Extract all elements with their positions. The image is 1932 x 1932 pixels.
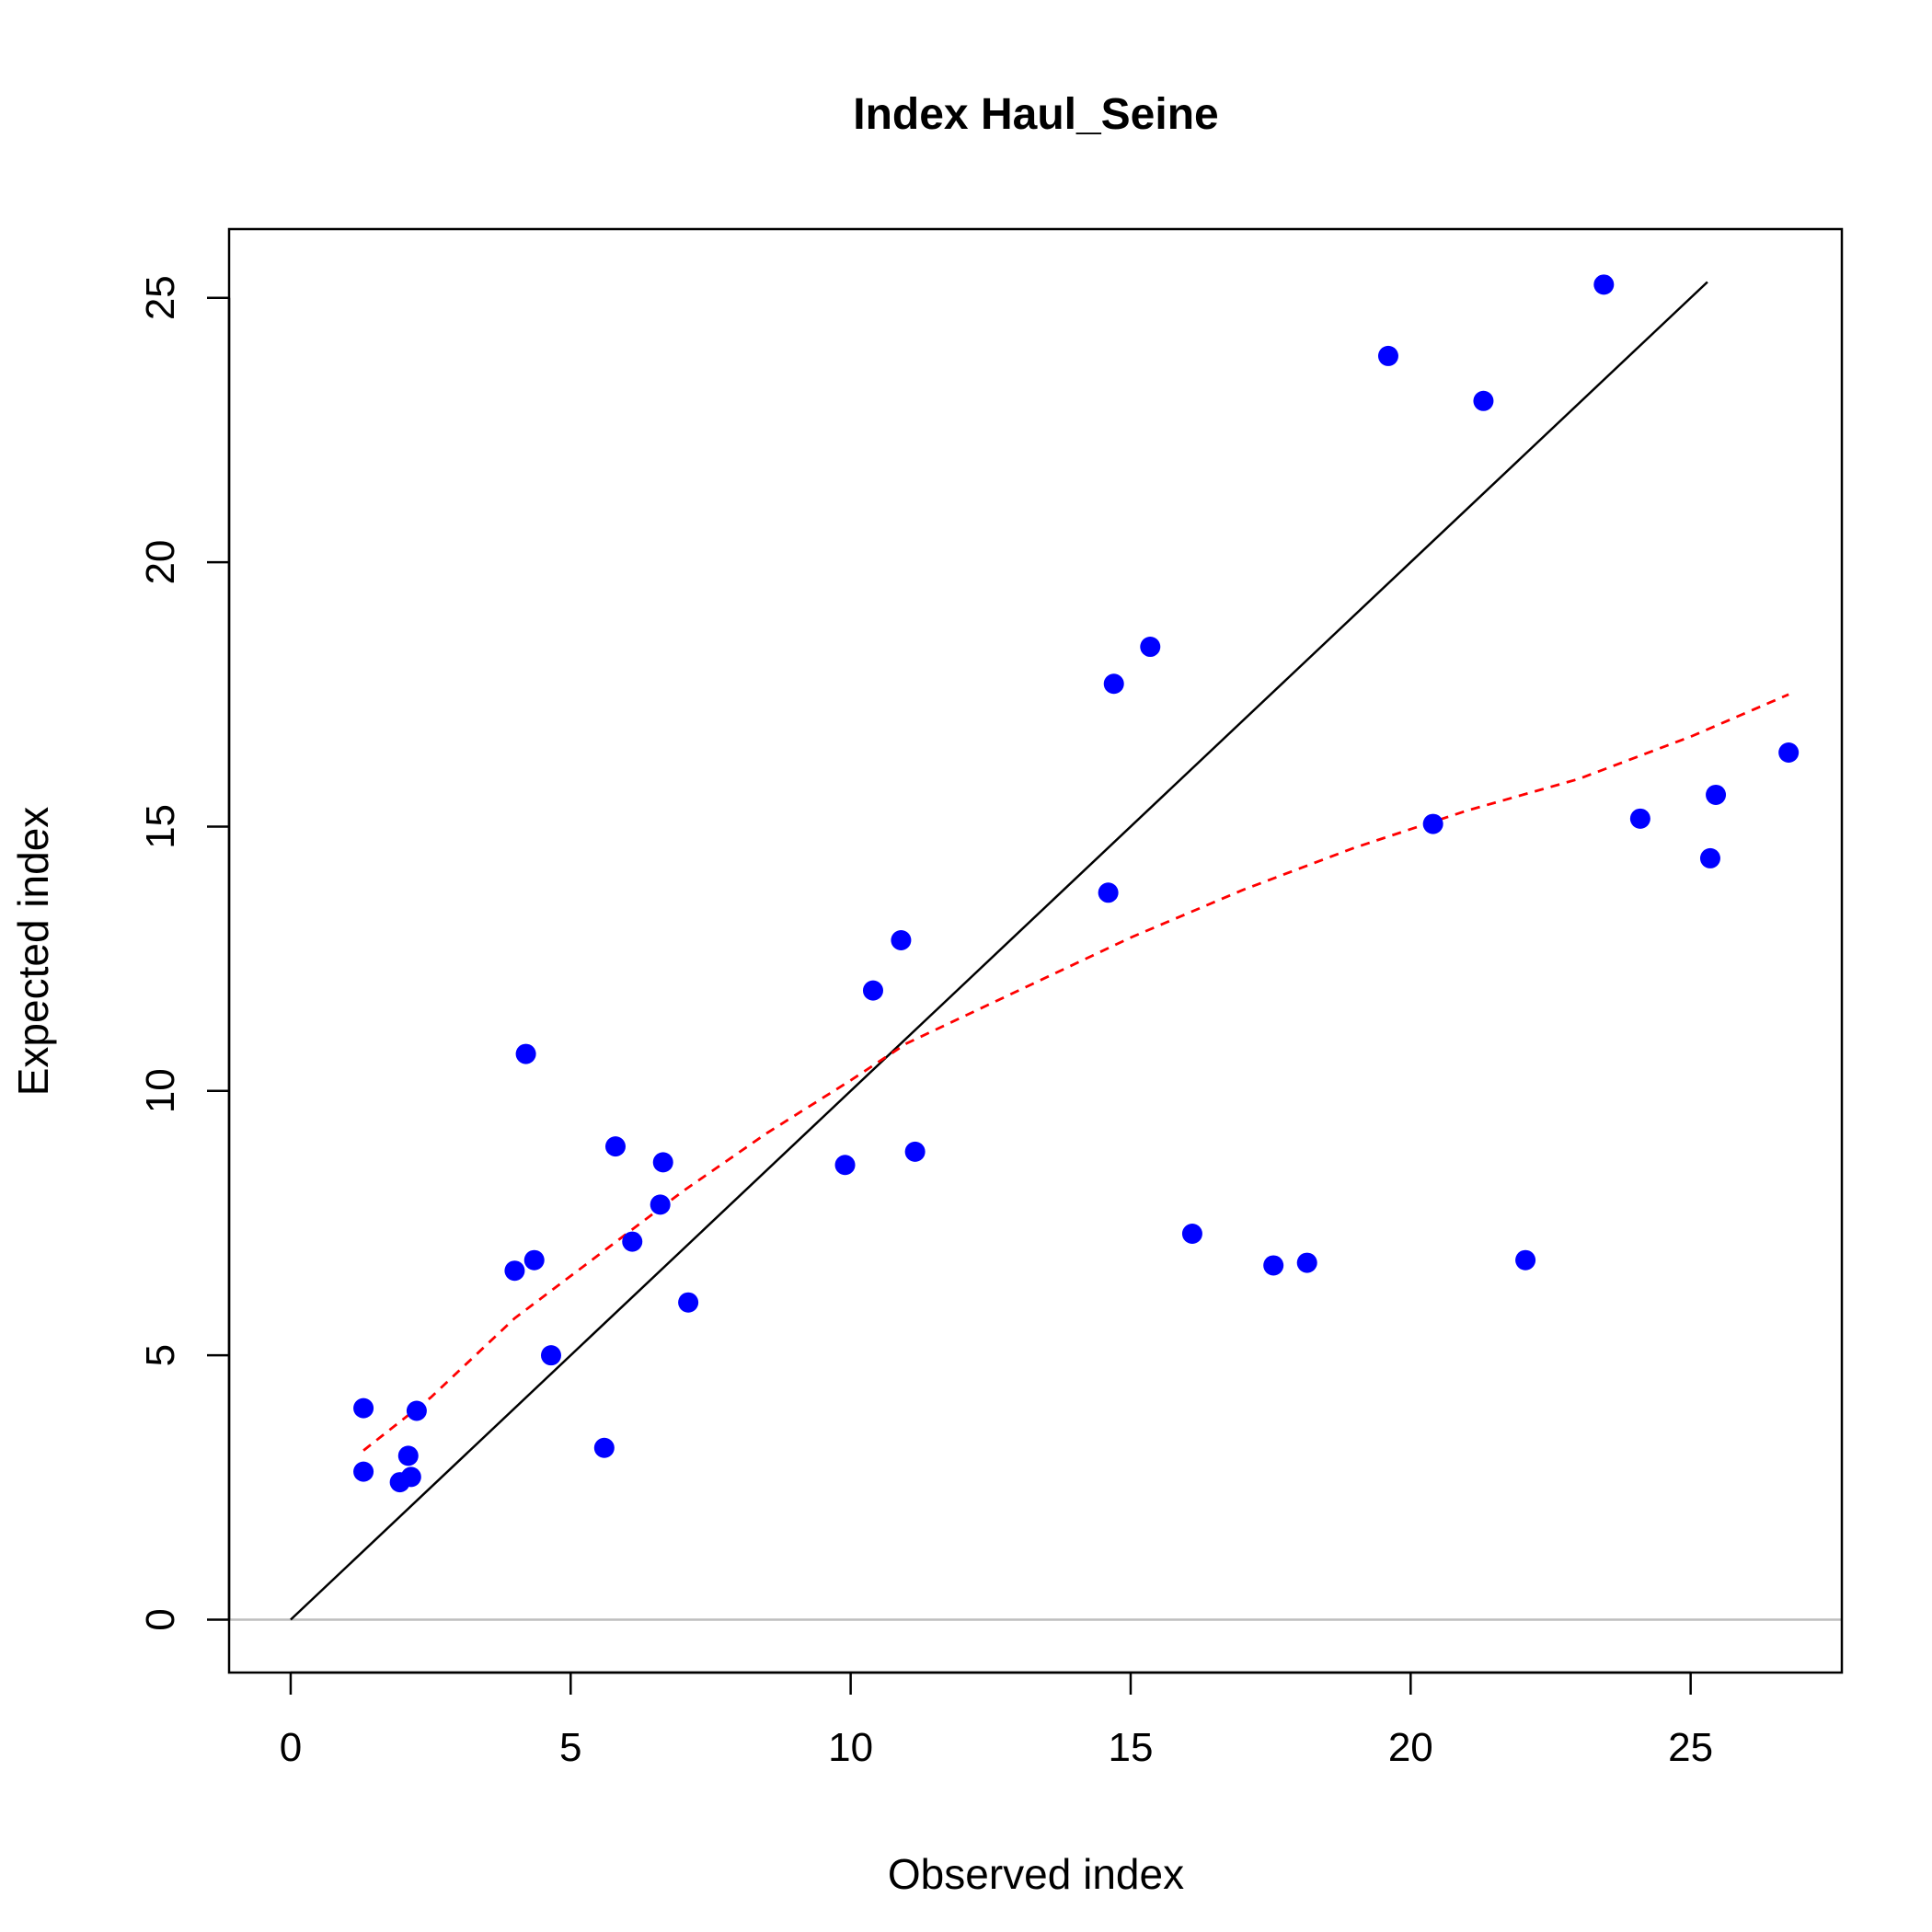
x-tick-label: 5 bbox=[559, 1725, 581, 1770]
x-axis-label: Observed index bbox=[888, 1850, 1184, 1898]
data-point bbox=[604, 1136, 626, 1157]
data-point bbox=[515, 1043, 536, 1064]
data-point bbox=[504, 1260, 525, 1282]
smooth-fit-line bbox=[362, 693, 1789, 1452]
y-axis-label: Expected index bbox=[9, 807, 57, 1097]
x-tick-label: 20 bbox=[1388, 1725, 1433, 1770]
data-point bbox=[523, 1249, 545, 1271]
x-axis: 0 5 10 15 20 25 bbox=[280, 1671, 1713, 1770]
data-point bbox=[1473, 390, 1494, 411]
data-point bbox=[353, 1461, 374, 1482]
plot-area bbox=[229, 274, 1842, 1621]
data-point bbox=[1140, 637, 1161, 658]
data-point bbox=[1181, 1223, 1202, 1244]
y-tick-label: 25 bbox=[138, 275, 183, 320]
data-point bbox=[540, 1345, 561, 1366]
data-point bbox=[678, 1292, 699, 1313]
data-point bbox=[400, 1466, 421, 1488]
data-point bbox=[1103, 673, 1124, 695]
data-point bbox=[1699, 847, 1720, 868]
y-tick-label: 20 bbox=[138, 540, 183, 585]
data-point bbox=[652, 1152, 673, 1173]
x-tick-label: 25 bbox=[1668, 1725, 1713, 1770]
data-point bbox=[593, 1437, 615, 1458]
identity-line bbox=[290, 281, 1708, 1621]
data-point bbox=[1377, 345, 1398, 366]
data-point bbox=[904, 1141, 926, 1162]
data-point bbox=[397, 1445, 419, 1466]
data-point bbox=[1706, 784, 1727, 805]
data-point bbox=[891, 930, 912, 951]
x-tick-label: 15 bbox=[1108, 1725, 1153, 1770]
data-point bbox=[622, 1231, 643, 1252]
data-point bbox=[650, 1194, 671, 1215]
data-point bbox=[1263, 1255, 1284, 1276]
data-point bbox=[1296, 1252, 1317, 1273]
y-tick-label: 0 bbox=[138, 1608, 183, 1630]
x-tick-label: 0 bbox=[280, 1725, 302, 1770]
data-point bbox=[1629, 808, 1650, 829]
data-point bbox=[1515, 1249, 1536, 1271]
data-point bbox=[406, 1400, 427, 1421]
data-point bbox=[834, 1155, 856, 1176]
y-axis: 0 5 10 15 20 25 bbox=[138, 275, 231, 1631]
data-point bbox=[1593, 274, 1615, 295]
data-point bbox=[353, 1397, 374, 1419]
chart-title: Index Haul_Seine bbox=[853, 90, 1218, 139]
x-tick-label: 10 bbox=[828, 1725, 873, 1770]
y-tick-label: 5 bbox=[138, 1344, 183, 1366]
data-point bbox=[1778, 742, 1800, 763]
data-point bbox=[1422, 813, 1443, 834]
y-tick-label: 10 bbox=[138, 1068, 183, 1113]
plot-frame bbox=[227, 227, 1844, 1674]
y-tick-label: 15 bbox=[138, 804, 183, 849]
data-point bbox=[862, 980, 883, 1001]
data-point bbox=[1098, 882, 1119, 903]
